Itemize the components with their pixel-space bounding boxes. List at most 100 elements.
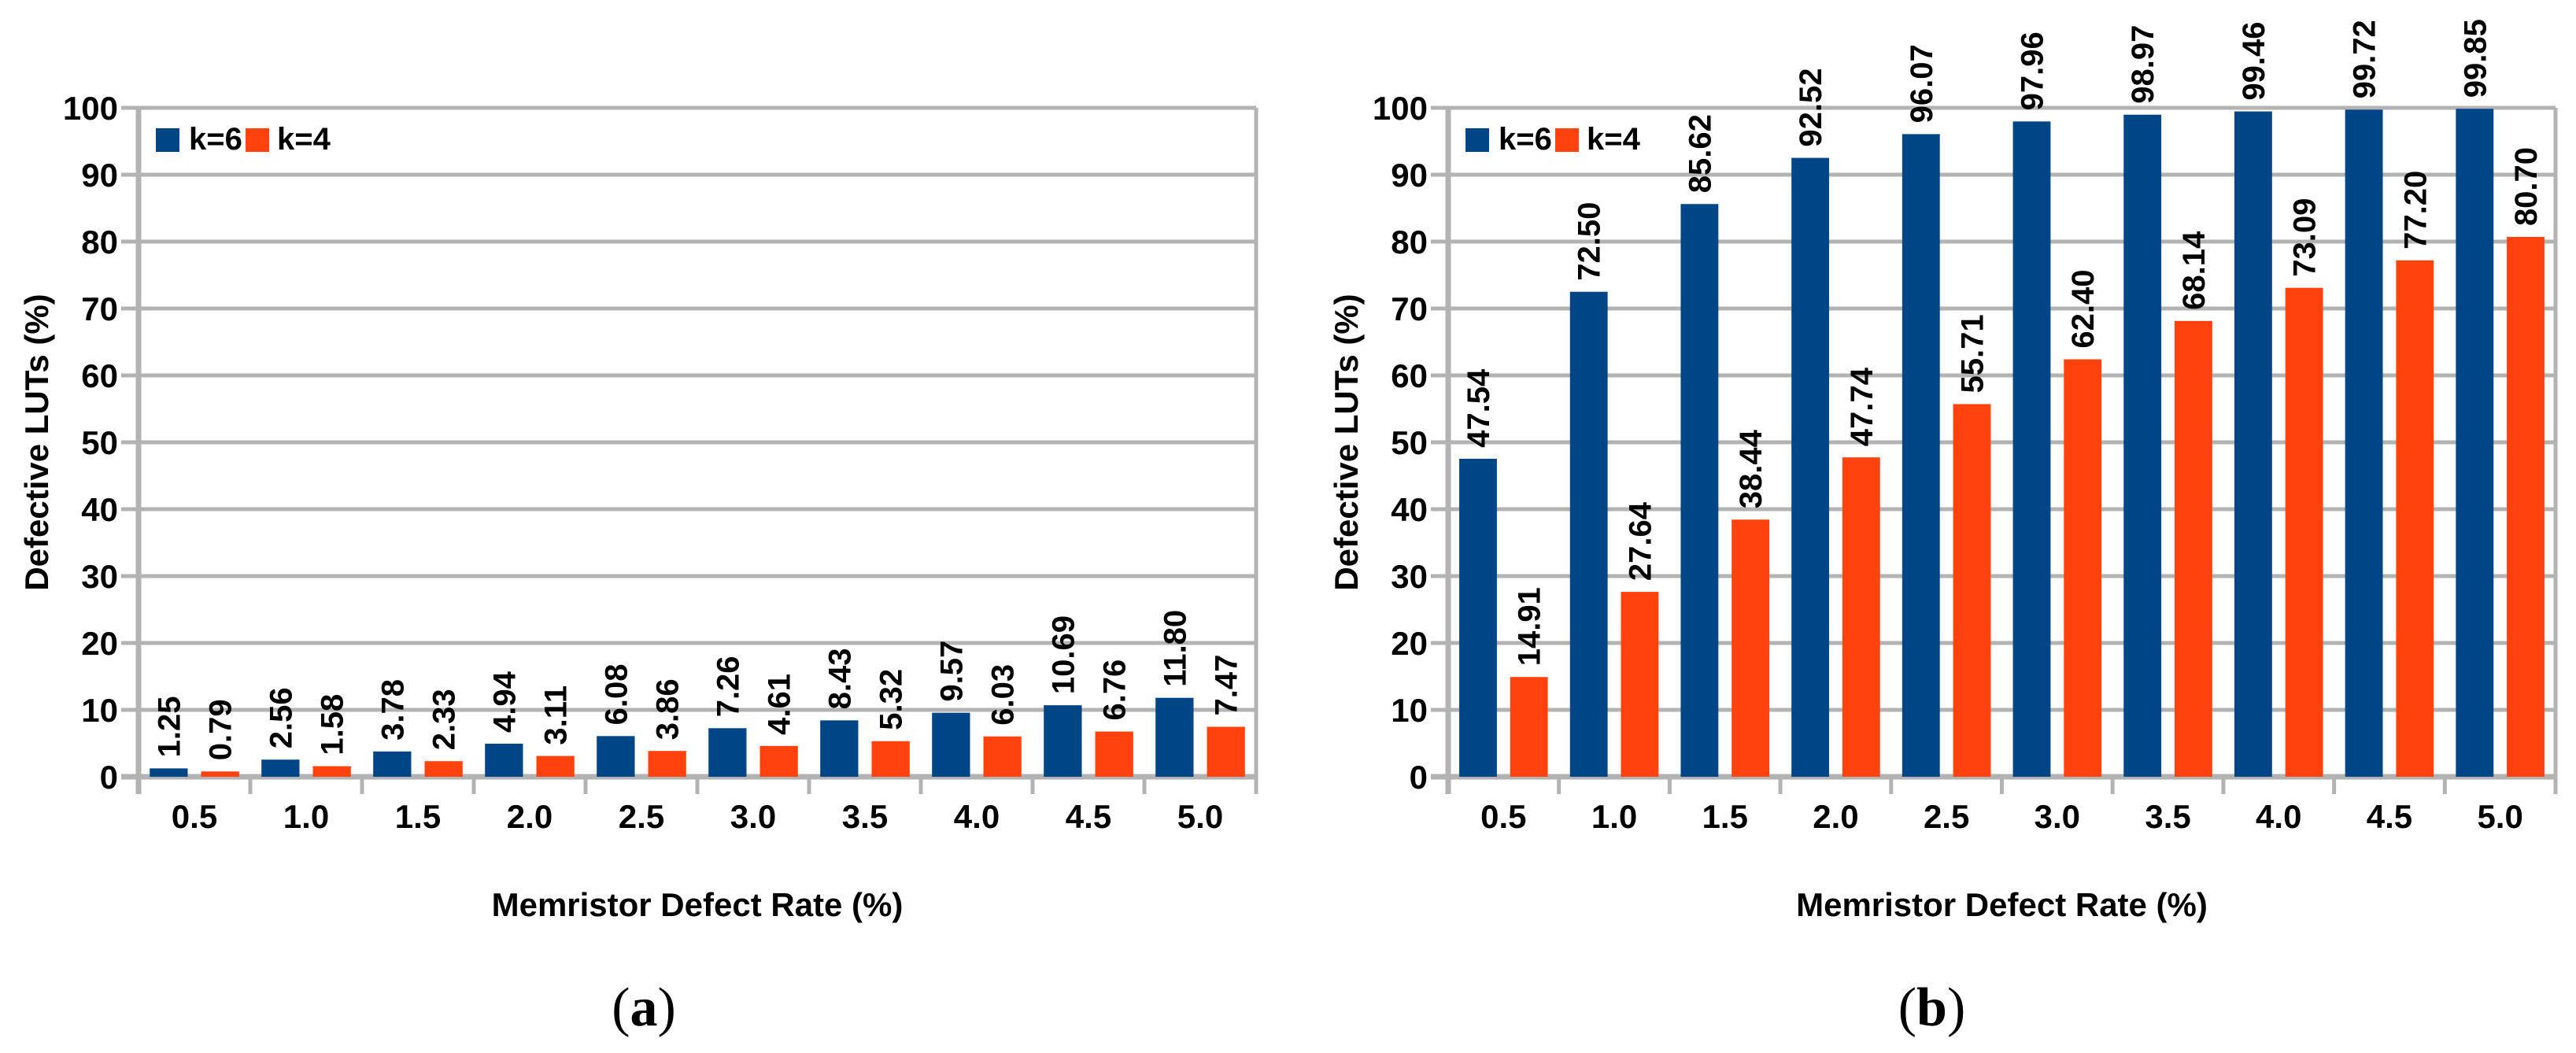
bar-value-label: 1.58 — [316, 694, 350, 756]
bar-k=4-2.5 — [1953, 404, 1991, 777]
legend-label-k=4: k=4 — [277, 122, 331, 157]
bar-value-label: 7.26 — [711, 656, 745, 717]
bar-k=6-5.0 — [2456, 109, 2494, 777]
y-tick-label: 40 — [1391, 491, 1428, 528]
bar-k=6-4.0 — [2234, 111, 2272, 778]
bar-k=6-1.0 — [261, 759, 300, 777]
x-tick-label: 1.5 — [1702, 798, 1748, 835]
y-tick-label: 70 — [1391, 290, 1428, 327]
y-tick-label: 10 — [1391, 692, 1428, 729]
bar-k=4-5.0 — [1207, 726, 1245, 777]
legend-swatch-k=6 — [1465, 128, 1489, 152]
legend-swatch-k=6 — [156, 128, 179, 152]
y-tick-label: 60 — [81, 357, 118, 394]
bar-value-label: 99.46 — [2237, 21, 2271, 100]
bar-k=6-2.5 — [1902, 134, 1940, 777]
y-tick-label: 10 — [81, 692, 118, 729]
bar-k=6-0.5 — [150, 768, 188, 777]
bar-value-label: 99.85 — [2458, 19, 2493, 98]
bar-value-label: 38.44 — [1734, 429, 1768, 508]
bar-value-label: 27.64 — [1623, 501, 1658, 581]
y-tick-label: 20 — [1391, 625, 1428, 662]
x-axis-title: Memristor Defect Rate (%) — [492, 886, 904, 923]
x-tick-label: 2.5 — [1924, 798, 1969, 835]
bar-value-label: 98.97 — [2126, 25, 2160, 104]
x-tick-label: 4.5 — [1066, 798, 1111, 835]
bar-k=4-1.5 — [1732, 519, 1770, 777]
y-tick-label: 50 — [81, 424, 118, 461]
bar-value-label: 6.08 — [599, 663, 634, 725]
bar-k=6-2.5 — [597, 736, 635, 777]
x-tick-label: 2.5 — [619, 798, 664, 835]
subfigure-caption-b: (b) — [1898, 977, 1966, 1038]
bar-value-label: 72.50 — [1573, 202, 1607, 281]
y-tick-label: 60 — [1391, 357, 1428, 394]
bar-k=6-3.5 — [820, 720, 859, 777]
bar-value-label: 85.62 — [1683, 114, 1717, 193]
bar-value-label: 3.78 — [375, 679, 410, 741]
x-tick-label: 2.0 — [507, 798, 553, 835]
y-tick-label: 30 — [1391, 558, 1428, 595]
legend-label-k=6: k=6 — [1499, 122, 1552, 157]
legend-swatch-k=4 — [1555, 128, 1579, 152]
x-tick-label: 3.5 — [2145, 798, 2190, 835]
bar-k=4-4.0 — [2285, 287, 2323, 777]
legend-label-k=4: k=4 — [1587, 122, 1641, 157]
bar-value-label: 6.03 — [986, 664, 1021, 726]
bar-k=4-4.0 — [983, 736, 1022, 777]
bar-k=6-5.0 — [1155, 697, 1194, 777]
bar-value-label: 14.91 — [1513, 587, 1547, 666]
bar-value-label: 6.76 — [1098, 660, 1133, 721]
bar-k=4-0.5 — [1510, 677, 1548, 777]
x-tick-label: 0.5 — [172, 798, 217, 835]
y-tick-label: 40 — [81, 491, 118, 528]
bar-value-label: 47.54 — [1462, 368, 1496, 448]
bar-k=4-3.0 — [2064, 359, 2102, 778]
legend-label-k=6: k=6 — [189, 122, 242, 157]
bar-k=6-3.5 — [2123, 114, 2162, 777]
bar-k=6-1.5 — [1680, 204, 1719, 778]
bar-value-label: 11.80 — [1158, 610, 1192, 687]
y-tick-label: 0 — [100, 759, 118, 796]
y-tick-label: 50 — [1391, 424, 1428, 461]
x-tick-label: 1.5 — [395, 798, 441, 835]
y-tick-label: 20 — [81, 625, 118, 662]
bar-value-label: 47.74 — [1845, 367, 1879, 446]
bar-value-label: 2.56 — [264, 687, 298, 748]
bar-k=4-0.5 — [201, 771, 239, 777]
bar-value-label: 8.43 — [822, 648, 857, 709]
bar-value-label: 10.69 — [1046, 615, 1081, 694]
x-tick-label: 3.5 — [842, 798, 888, 835]
bar-value-label: 4.94 — [487, 671, 522, 733]
x-tick-label: 2.0 — [1813, 798, 1858, 835]
bar-k=6-3.0 — [708, 728, 747, 777]
bar-k=6-2.0 — [485, 744, 523, 777]
bar-value-label: 77.20 — [2398, 171, 2433, 249]
bar-k=4-4.5 — [2396, 260, 2434, 777]
chart-panel-b: 0 10 20 30 40 50 60 70 80 90 100 47.54 72.50 85.62 92.… — [1288, 0, 2576, 1053]
bar-k=4-5.0 — [2507, 237, 2545, 777]
x-tick-label: 4.0 — [2256, 798, 2301, 835]
bar-k=4-3.5 — [2174, 320, 2212, 777]
bar-value-label: 92.52 — [1794, 68, 1828, 146]
x-tick-label: 5.0 — [1177, 798, 1223, 835]
y-tick-label: 100 — [63, 90, 118, 127]
bar-k=4-2.5 — [648, 751, 686, 777]
x-tick-label: 4.0 — [954, 798, 1000, 835]
chart-a-canvas: 0 10 20 30 40 50 60 70 80 90 100 1.25 2.56 3.78 4.94 6.… — [18, 90, 1258, 1038]
chart-panel-a: 0 10 20 30 40 50 60 70 80 90 100 1.25 2.56 3.78 4.94 6.… — [18, 90, 1258, 1038]
bar-k=6-3.0 — [2012, 121, 2051, 778]
bar-k=4-2.0 — [1842, 457, 1880, 777]
bar-k=4-3.0 — [759, 745, 798, 777]
bar-k=4-1.5 — [424, 761, 463, 777]
bar-value-label: 55.71 — [1956, 314, 1990, 393]
bar-k=4-4.5 — [1095, 731, 1133, 777]
x-tick-label: 0.5 — [1480, 798, 1526, 835]
bar-k=6-1.0 — [1569, 291, 1608, 777]
bar-k=4-2.0 — [536, 756, 575, 777]
x-axis-title: Memristor Defect Rate (%) — [1796, 886, 2208, 923]
x-tick-label: 3.0 — [730, 798, 776, 835]
bar-value-label: 2.33 — [427, 689, 462, 750]
y-axis-title: Defective LUTs (%) — [18, 294, 55, 590]
x-tick-label: 4.5 — [2367, 798, 2412, 835]
